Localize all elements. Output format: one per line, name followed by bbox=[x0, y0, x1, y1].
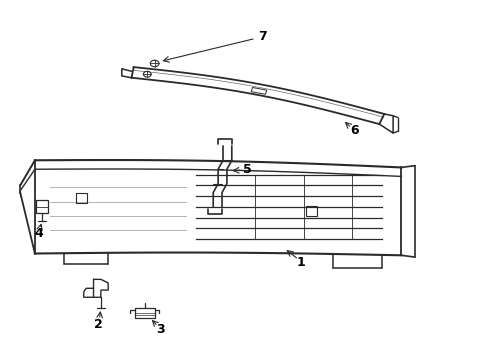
Bar bbox=[135, 308, 155, 318]
Text: 5: 5 bbox=[243, 163, 252, 176]
Text: 2: 2 bbox=[94, 318, 103, 331]
Bar bbox=[76, 193, 87, 203]
Bar bbox=[306, 206, 317, 216]
Text: 4: 4 bbox=[34, 226, 43, 239]
Bar bbox=[251, 87, 267, 94]
Bar bbox=[36, 201, 48, 213]
Text: 7: 7 bbox=[258, 30, 267, 43]
Text: 1: 1 bbox=[297, 256, 306, 269]
Text: 6: 6 bbox=[350, 124, 359, 137]
Text: 3: 3 bbox=[157, 323, 165, 336]
